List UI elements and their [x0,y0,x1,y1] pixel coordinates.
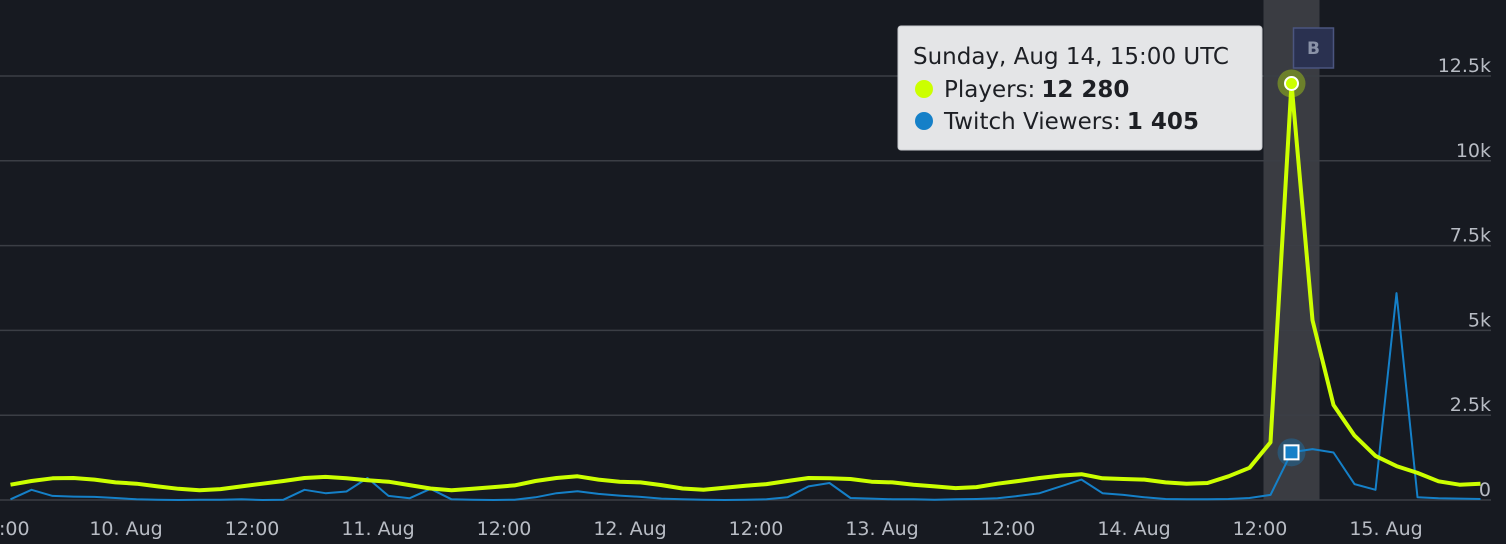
hover-marker [1284,75,1299,91]
y-tick-label: 12.5k [1438,55,1491,77]
x-tick-label: 15. Aug [1349,518,1422,540]
x-tick-label: 12:00 [729,518,784,540]
x-tick-label: 13. Aug [845,518,918,540]
x-tick-label: 11. Aug [341,518,414,540]
tooltip-value: 12 280 [1041,77,1129,103]
tooltip-dot [915,112,933,130]
y-tick-label: 5k [1468,309,1491,331]
tooltip-dot [915,80,933,98]
tooltip-box [897,25,1263,151]
y-tick-label: 10k [1456,140,1491,162]
tooltip-label: Players: [944,77,1035,103]
tooltip-row: Players: 12 280 [944,77,1129,103]
highlight-label-box [1292,27,1335,69]
y-tick-label: 2.5k [1450,394,1491,416]
x-tick-label: 12:00 [225,518,280,540]
series-line [10,292,1481,501]
tooltip-title: Sunday, Aug 14, 15:00 UTC [913,44,1229,70]
y-tick-label: 7.5k [1450,225,1491,247]
tooltip-value: 1 405 [1127,109,1199,135]
x-tick-label: 12:00 [1233,518,1288,540]
highlight-label: B [1307,39,1320,59]
x-tick-label: 12. Aug [593,518,666,540]
hover-marker [1283,444,1300,461]
x-tick-label: 12:00 [981,518,1036,540]
x-tick-label: :00 [0,518,30,540]
x-tick-label: 12:00 [477,518,532,540]
tooltip: Sunday, Aug 14, 15:00 UTC Players: 12 280 T… [897,25,1263,151]
tooltip-label: Twitch Viewers: [943,109,1121,135]
series-line [10,81,1481,493]
y-tick-label: 0 [1479,479,1491,501]
x-tick-label: 14. Aug [1097,518,1170,540]
tooltip-row: Twitch Viewers: 1 405 [943,109,1199,135]
x-tick-label: 10. Aug [89,518,162,540]
